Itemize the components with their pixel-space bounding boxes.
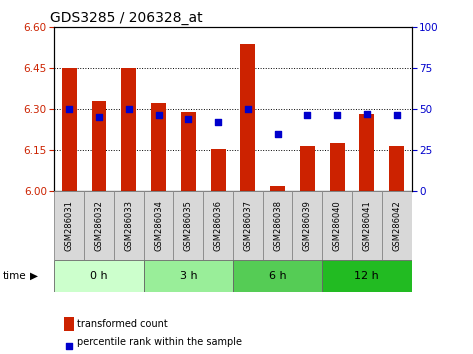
Text: GSM286041: GSM286041 xyxy=(362,200,371,251)
Text: GDS3285 / 206328_at: GDS3285 / 206328_at xyxy=(50,11,202,25)
Text: GSM286031: GSM286031 xyxy=(65,200,74,251)
Point xyxy=(214,119,222,125)
Point xyxy=(363,111,371,116)
Bar xyxy=(181,112,196,191)
Text: GSM286039: GSM286039 xyxy=(303,200,312,251)
Text: GSM286034: GSM286034 xyxy=(154,200,163,251)
Bar xyxy=(62,68,77,191)
Bar xyxy=(292,191,322,260)
Point xyxy=(119,298,127,304)
Bar xyxy=(300,146,315,191)
Bar xyxy=(203,191,233,260)
Bar xyxy=(92,101,106,191)
Bar xyxy=(352,191,382,260)
Text: transformed count: transformed count xyxy=(77,319,168,329)
Bar xyxy=(382,191,412,260)
Text: GSM286032: GSM286032 xyxy=(95,200,104,251)
Text: 12 h: 12 h xyxy=(354,271,379,281)
Bar xyxy=(270,186,285,191)
Bar xyxy=(144,191,174,260)
Bar xyxy=(322,191,352,260)
Text: time: time xyxy=(2,271,26,281)
Bar xyxy=(359,114,374,191)
Bar xyxy=(263,191,292,260)
Bar xyxy=(322,260,412,292)
Text: GSM286035: GSM286035 xyxy=(184,200,193,251)
Bar xyxy=(122,68,136,191)
Point xyxy=(304,113,311,118)
Bar xyxy=(210,149,226,191)
Bar xyxy=(144,260,233,292)
Point xyxy=(155,113,162,118)
Bar xyxy=(174,191,203,260)
Point xyxy=(244,106,252,112)
Bar xyxy=(330,143,344,191)
Bar xyxy=(240,44,255,191)
Bar xyxy=(84,191,114,260)
Point xyxy=(95,114,103,120)
Bar xyxy=(233,260,322,292)
Bar xyxy=(54,260,144,292)
Text: 3 h: 3 h xyxy=(179,271,197,281)
Bar xyxy=(114,191,144,260)
Bar xyxy=(151,103,166,191)
Point xyxy=(333,113,341,118)
Point xyxy=(65,106,73,112)
Point xyxy=(184,116,192,121)
Bar xyxy=(389,146,404,191)
Text: GSM286040: GSM286040 xyxy=(333,200,342,251)
Text: GSM286036: GSM286036 xyxy=(214,200,223,251)
Text: GSM286042: GSM286042 xyxy=(392,200,401,251)
Point xyxy=(274,131,281,136)
Text: ▶: ▶ xyxy=(30,271,38,281)
Text: 0 h: 0 h xyxy=(90,271,108,281)
Point xyxy=(393,113,401,118)
Text: GSM286038: GSM286038 xyxy=(273,200,282,251)
Bar xyxy=(54,191,84,260)
Text: GSM286033: GSM286033 xyxy=(124,200,133,251)
Text: 6 h: 6 h xyxy=(269,271,287,281)
Text: GSM286037: GSM286037 xyxy=(243,200,252,251)
Point xyxy=(125,106,132,112)
Text: percentile rank within the sample: percentile rank within the sample xyxy=(77,337,242,347)
Bar xyxy=(233,191,263,260)
